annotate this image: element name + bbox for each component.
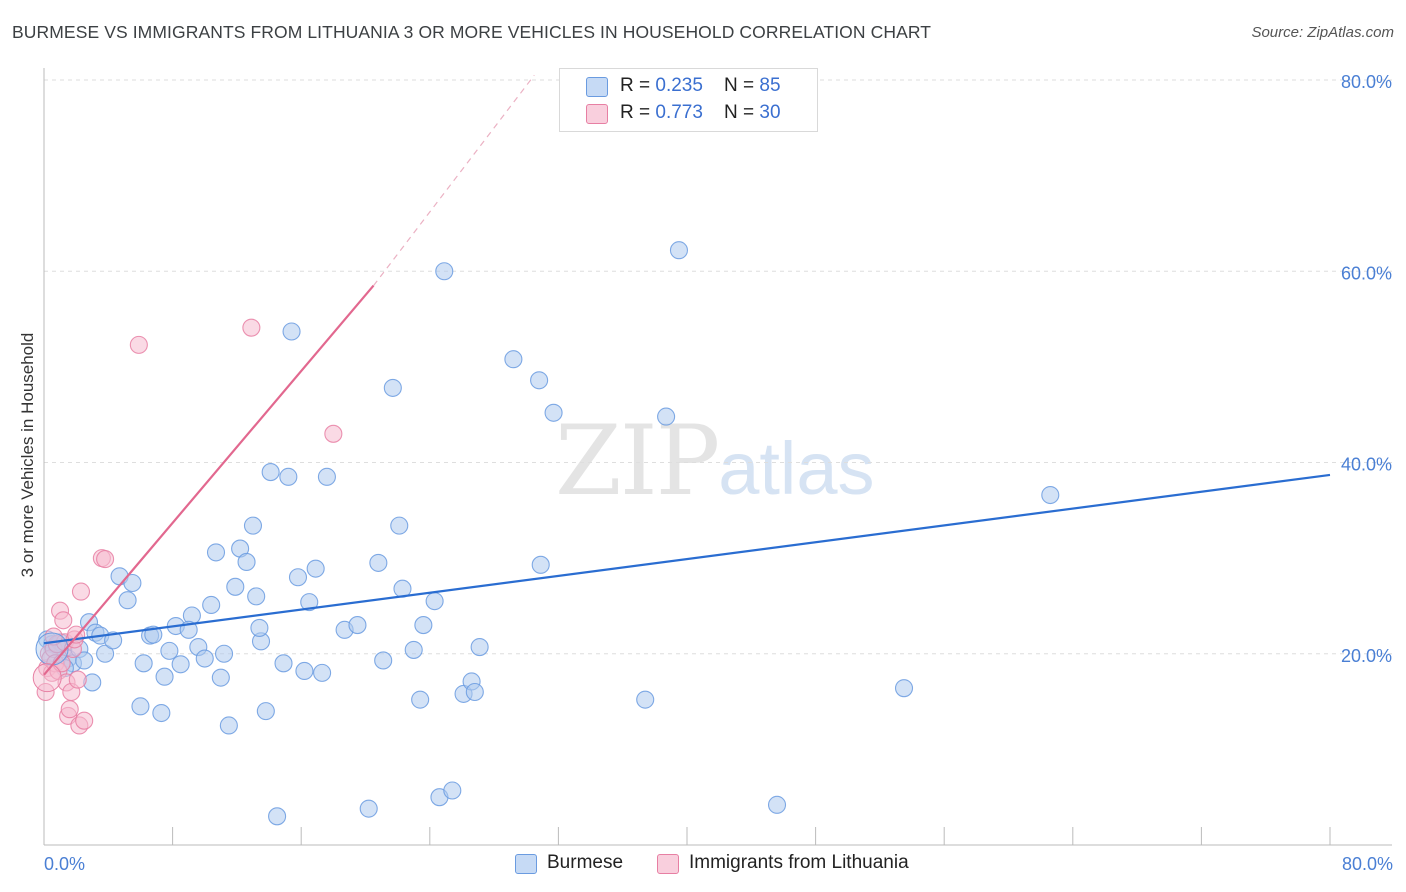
point-burmese xyxy=(383,378,402,397)
x-tick-label: 80.0% xyxy=(1342,854,1393,874)
stats-legend: R = 0.235 N = 85 R = 0.773 N = 30 xyxy=(559,68,818,132)
point-burmese xyxy=(288,568,308,587)
legend-r-label: R = xyxy=(620,102,656,123)
point-burmese xyxy=(171,655,190,674)
y-tick-label: 80.0% xyxy=(1341,72,1392,92)
point-burmese xyxy=(104,631,123,650)
point-burmese xyxy=(237,552,256,572)
point-burmese xyxy=(282,322,301,341)
bottom-legend-swatch-lithuania xyxy=(657,854,679,874)
point-burmese xyxy=(369,553,388,572)
point-burmese xyxy=(414,616,433,635)
point-burmese xyxy=(894,679,914,698)
point-burmese xyxy=(75,651,94,670)
point-burmese xyxy=(279,467,298,486)
point-burmese xyxy=(544,403,563,422)
legend-n-value: 30 xyxy=(759,102,781,123)
point-burmese xyxy=(443,781,462,800)
point-burmese xyxy=(96,644,115,663)
point-burmese xyxy=(425,592,444,611)
point-burmese xyxy=(465,682,484,702)
point-burmese xyxy=(295,661,314,681)
point-burmese xyxy=(206,543,226,562)
point-burmese xyxy=(211,668,230,687)
point-lithuania xyxy=(96,550,115,569)
point-lithuania xyxy=(242,318,261,337)
point-lithuania xyxy=(324,424,343,443)
point-burmese xyxy=(268,807,287,826)
point-burmese xyxy=(435,262,454,281)
watermark: ZIPatlas xyxy=(555,405,875,517)
point-lithuania xyxy=(68,670,87,689)
point-burmese xyxy=(134,654,153,673)
point-lithuania xyxy=(54,611,73,630)
point-burmese xyxy=(657,407,676,426)
point-lithuania xyxy=(75,711,94,730)
legend-n-value: 85 xyxy=(759,75,781,96)
point-burmese xyxy=(300,593,319,612)
point-lithuania xyxy=(129,335,148,354)
legend-swatch-burmese xyxy=(586,77,608,97)
point-burmese xyxy=(261,463,280,482)
watermark-atlas: atlas xyxy=(718,427,875,510)
point-burmese xyxy=(390,516,409,535)
point-burmese xyxy=(152,703,171,723)
point-lithuania xyxy=(71,582,91,601)
point-burmese xyxy=(274,654,293,673)
bottom-legend-label-lithuania: Immigrants from Lithuania xyxy=(689,852,909,873)
point-burmese xyxy=(504,350,523,369)
point-burmese xyxy=(202,595,221,615)
point-burmese xyxy=(219,716,238,735)
point-burmese xyxy=(317,467,336,486)
point-burmese xyxy=(247,587,266,606)
x-tick-label: 0.0% xyxy=(44,854,85,874)
bottom-legend-label-burmese: Burmese xyxy=(547,852,624,873)
point-burmese xyxy=(195,649,214,668)
point-burmese xyxy=(636,690,655,709)
bottom-legend-swatch-burmese xyxy=(515,854,537,874)
point-lithuania xyxy=(60,700,79,719)
point-burmese xyxy=(256,702,275,721)
point-burmese xyxy=(348,616,367,635)
y-tick-label: 20.0% xyxy=(1341,646,1392,666)
source-attribution: Source: ZipAtlas.com xyxy=(1251,24,1394,41)
point-burmese xyxy=(306,559,325,578)
legend-r-value: 0.773 xyxy=(655,102,703,123)
watermark-zip: ZIP xyxy=(555,405,720,517)
point-burmese xyxy=(118,591,137,610)
point-burmese xyxy=(313,663,332,682)
legend-r-value: 0.235 xyxy=(655,75,703,96)
trendline-lithuania-extension xyxy=(373,74,535,286)
trendline-burmese xyxy=(43,473,1331,645)
point-burmese xyxy=(35,632,69,666)
point-burmese xyxy=(214,644,234,663)
point-burmese xyxy=(131,697,150,716)
point-burmese xyxy=(155,667,174,686)
legend-n-label: N = xyxy=(724,75,760,96)
legend-r-label: R = xyxy=(620,75,656,96)
point-burmese xyxy=(1041,485,1060,505)
point-lithuania xyxy=(32,663,62,693)
point-burmese xyxy=(470,638,489,657)
point-burmese xyxy=(243,516,263,535)
point-burmese xyxy=(226,577,245,596)
point-burmese xyxy=(374,651,393,670)
legend-swatch-lithuania xyxy=(586,104,608,124)
point-burmese xyxy=(767,795,787,814)
point-burmese xyxy=(669,241,689,260)
point-burmese xyxy=(250,618,269,637)
y-tick-label: 60.0% xyxy=(1341,263,1392,283)
trendline-lithuania xyxy=(43,284,375,676)
point-burmese xyxy=(411,690,430,709)
point-burmese xyxy=(160,641,179,660)
legend-n-label: N = xyxy=(724,102,760,123)
point-burmese xyxy=(531,555,550,574)
point-burmese xyxy=(359,799,378,818)
point-burmese xyxy=(123,573,142,593)
y-tick-label: 40.0% xyxy=(1341,455,1392,475)
point-burmese xyxy=(404,640,423,659)
point-burmese xyxy=(530,371,549,390)
chart-title: BURMESE VS IMMIGRANTS FROM LITHUANIA 3 O… xyxy=(12,22,932,42)
